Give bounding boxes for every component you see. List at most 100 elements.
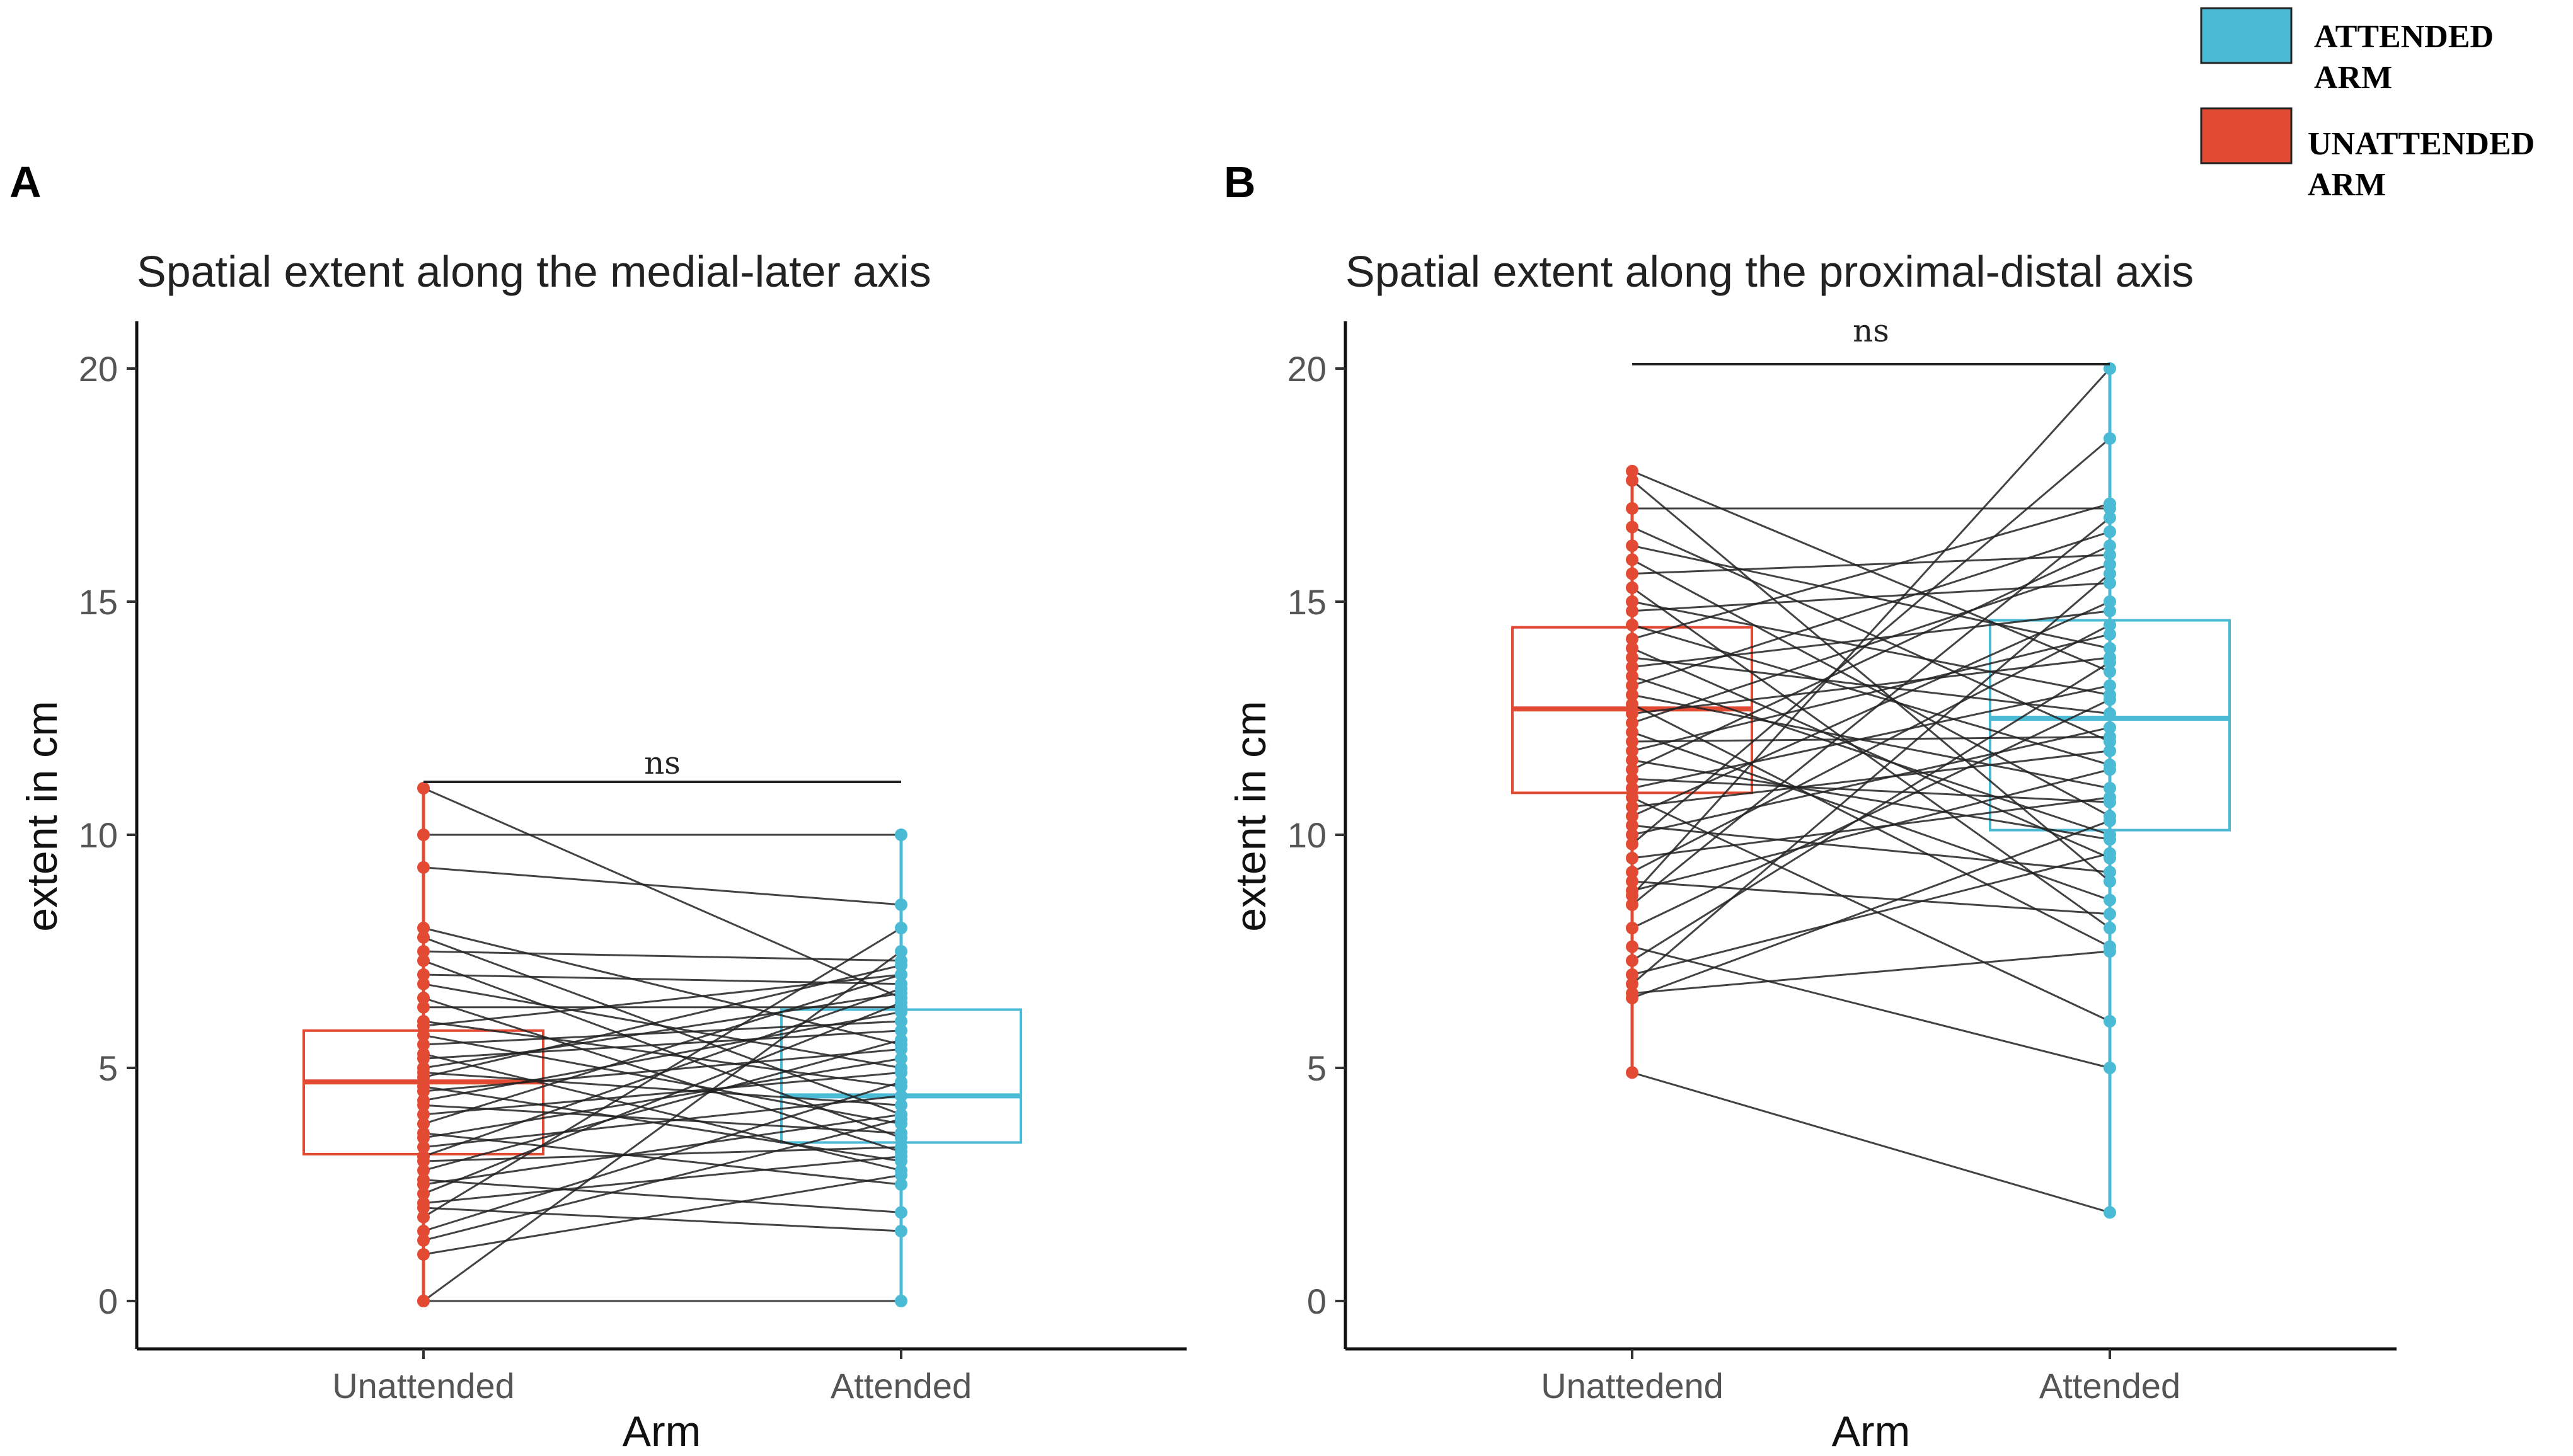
- legend-label-attended-line2: ARM: [2314, 60, 2392, 96]
- point-unattended: [1626, 670, 1638, 683]
- point-unattended: [1626, 520, 1638, 534]
- legend-label-unattended-line1: UNATTENDED: [2308, 126, 2535, 162]
- point-unattended: [1626, 697, 1638, 711]
- point-attended: [895, 922, 907, 934]
- point-attended: [2104, 558, 2116, 571]
- point-unattended: [1626, 889, 1638, 902]
- paired-line: [1632, 437, 2110, 845]
- point-unattended: [417, 945, 430, 958]
- panel-letter: B: [1224, 158, 1256, 207]
- paired-line: [423, 1053, 902, 1172]
- paired-line: [1632, 880, 2110, 915]
- point-attended: [2104, 922, 2116, 934]
- legend-swatch-attended: [2200, 7, 2293, 64]
- paired-line: [1632, 852, 2110, 976]
- chart-title: Spatial extent along the medial-later ax…: [137, 247, 931, 296]
- point-unattended: [417, 977, 430, 990]
- point-attended: [2104, 875, 2116, 888]
- paired-line: [1632, 573, 2110, 985]
- point-unattended: [1626, 852, 1638, 864]
- paired-line: [423, 1104, 902, 1135]
- point-attended: [2104, 628, 2116, 641]
- point-unattended: [417, 1164, 430, 1177]
- point-attended: [2104, 907, 2116, 920]
- point-unattended: [1626, 1066, 1638, 1079]
- point-attended: [2104, 833, 2116, 846]
- point-unattended: [1626, 898, 1638, 911]
- point-attended: [895, 1295, 907, 1307]
- paired-line: [423, 1034, 902, 1125]
- point-unattended: [1626, 464, 1638, 478]
- point-unattended: [417, 1000, 430, 1014]
- point-attended: [2104, 665, 2116, 678]
- panel-b: B Spatial extent along the proximal-dista…: [1224, 158, 2397, 1455]
- y-axis-label: extent in cm: [18, 701, 66, 932]
- point-unattended: [1626, 810, 1638, 823]
- point-unattended: [1626, 716, 1638, 730]
- point-attended: [2104, 693, 2116, 706]
- paired-line: [1632, 479, 2110, 883]
- point-unattended: [417, 1029, 430, 1042]
- point-unattended: [1626, 837, 1638, 851]
- point-attended: [895, 996, 907, 1009]
- paired-line: [423, 1132, 902, 1186]
- point-attended: [895, 1089, 907, 1103]
- point-unattended: [417, 1085, 430, 1098]
- y-tick-label: 0: [98, 1281, 118, 1321]
- paired-line: [423, 992, 902, 1069]
- point-attended: [2104, 656, 2116, 669]
- paired-line: [1632, 726, 2110, 836]
- paired-line: [1632, 563, 2110, 724]
- point-unattended: [1626, 922, 1638, 934]
- point-unattended: [417, 1248, 430, 1261]
- point-unattended: [1626, 660, 1638, 674]
- paired-line: [1632, 661, 2110, 962]
- point-attended: [895, 1169, 907, 1182]
- paired-line: [1632, 703, 2110, 948]
- paired-line: [423, 1071, 902, 1106]
- point-unattended: [1626, 763, 1638, 776]
- point-attended: [2104, 539, 2116, 553]
- paired-line: [423, 1002, 902, 1195]
- paired-line: [423, 1020, 902, 1088]
- point-unattended: [1626, 800, 1638, 813]
- paired-line: [1632, 796, 2110, 859]
- point-attended: [2104, 497, 2116, 510]
- paired-line: [423, 1039, 902, 1172]
- x-axis-label: Arm: [1832, 1407, 1911, 1455]
- point-unattended: [1626, 651, 1638, 664]
- point-attended: [895, 1140, 907, 1154]
- paired-line: [1632, 768, 2110, 892]
- point-unattended: [417, 1225, 430, 1237]
- point-attended: [2104, 549, 2116, 561]
- paired-line: [1632, 759, 2110, 840]
- legend-swatch-unattended: [2200, 107, 2293, 164]
- point-unattended: [417, 1099, 430, 1112]
- point-attended: [895, 1075, 907, 1089]
- point-attended: [2104, 763, 2116, 776]
- paired-line: [1632, 610, 2110, 668]
- point-unattended: [1626, 474, 1638, 487]
- point-unattended: [1626, 754, 1638, 767]
- x-axis-label: Arm: [623, 1407, 701, 1455]
- point-attended: [895, 959, 907, 972]
- legend: ATTENDED ARM UNATTENDED ARM: [2200, 7, 2535, 203]
- point-attended: [895, 1126, 907, 1140]
- point-attended: [2104, 567, 2116, 580]
- point-unattended: [417, 1132, 430, 1144]
- point-attended: [895, 1099, 907, 1112]
- point-unattended: [1626, 735, 1638, 748]
- point-attended: [2104, 604, 2116, 617]
- point-attended: [2104, 730, 2116, 743]
- data-points: [1626, 362, 2116, 1219]
- paired-line: [423, 1048, 902, 1092]
- point-attended: [2104, 893, 2116, 907]
- paired-line: [423, 1146, 902, 1162]
- point-attended: [895, 1225, 907, 1237]
- point-attended: [2104, 595, 2116, 608]
- paired-line: [1632, 600, 2110, 817]
- paired-line: [1632, 950, 2110, 995]
- point-unattended: [1626, 828, 1638, 841]
- paired-line: [1632, 777, 2110, 803]
